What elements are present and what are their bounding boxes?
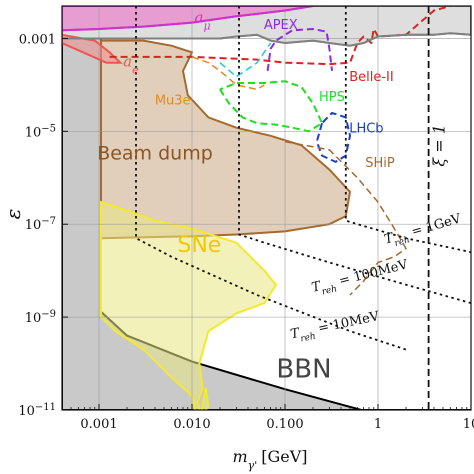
plot-frame [61,5,472,411]
curve-a [62,6,314,32]
curves-layer [62,6,471,410]
curve-t-reh-100mev [238,6,471,304]
curve-belle-ii [109,6,451,66]
y-tick-label: 10−9 [25,309,56,327]
curve-cyan [219,42,272,78]
label-beam-dump: Beam dump [97,142,213,164]
label-xi-1: ξ = 1 [430,124,449,167]
curve-ship [284,140,407,296]
grid-layer [62,6,471,410]
region-sne [100,200,278,410]
label-bbn: BBN [276,355,331,385]
curve-gray-upper [62,32,471,47]
curve-t-reh-10mev [135,6,407,351]
label-mu3e: Mu3e [155,93,191,108]
y-tick-label: 10−5 [25,123,56,141]
ticks-layer: 0.001 0.010 0.100 1 10 0.001 10−5 10−7 10−9 10−11 [18,32,474,432]
x-axis-title: mγ' [GeV] [232,447,307,472]
y-tick-label: 0.001 [19,32,56,47]
label-belle-ii: Belle-II [349,70,394,85]
label-ship: SHiP [365,156,395,171]
label-sne: SNe [177,233,221,258]
label-hps: HPS [319,90,345,105]
x-tick-label: 0.100 [266,417,303,432]
y-tick-label: 10−11 [18,402,56,420]
x-tick-label: 10 [463,417,474,432]
label-apex: APEX [264,18,298,33]
label-lhcb: LHCb [349,121,383,136]
y-axis-title: ε [1,209,25,220]
curve-lhcb [315,111,351,163]
curve-mu3e [191,56,265,91]
curve-hps [219,80,323,133]
curve-a-e [62,42,121,64]
x-tick-label: 0.010 [173,417,210,432]
curve-apex [266,28,333,72]
x-tick-label: 1 [374,417,382,432]
y-tick-label: 10−7 [25,216,56,234]
x-tick-label: 0.001 [80,417,117,432]
